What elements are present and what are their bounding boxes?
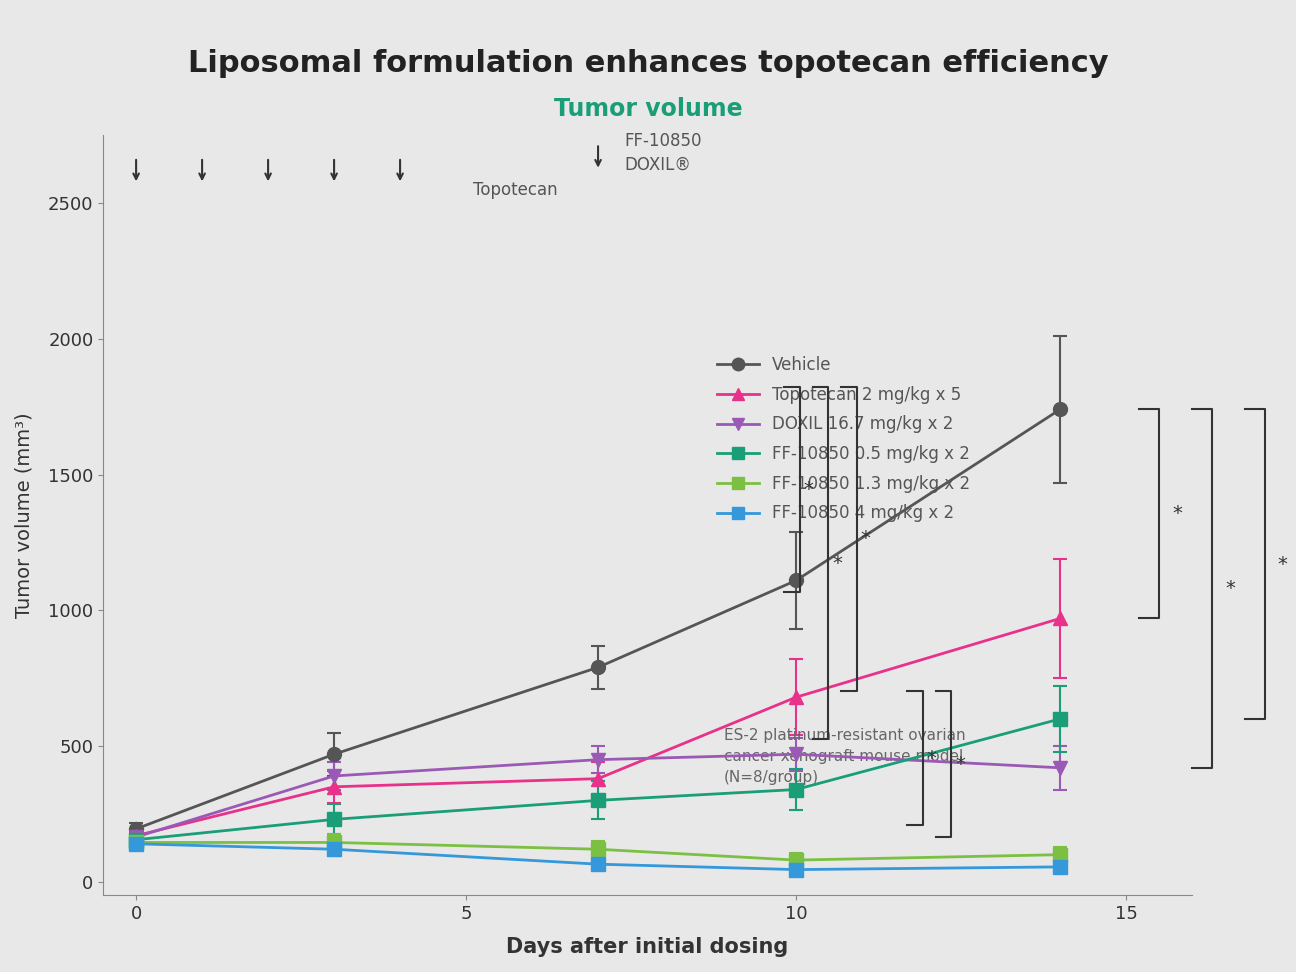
- Legend: Vehicle, Topotecan 2 mg/kg x 5, DOXIL 16.7 mg/kg x 2, FF-10850 0.5 mg/kg x 2, FF: Vehicle, Topotecan 2 mg/kg x 5, DOXIL 16…: [710, 350, 977, 529]
- Text: Topotecan: Topotecan: [473, 181, 557, 198]
- Text: ES-2 platinum-resistant ovarian
cancer xenograft mouse model
(N=8/group): ES-2 platinum-resistant ovarian cancer x…: [723, 728, 966, 785]
- X-axis label: Days after initial dosing: Days after initial dosing: [507, 937, 789, 957]
- Y-axis label: Tumor volume (mm³): Tumor volume (mm³): [16, 412, 34, 618]
- Text: Liposomal formulation enhances topotecan efficiency: Liposomal formulation enhances topotecan…: [188, 49, 1108, 78]
- Text: Tumor volume: Tumor volume: [553, 97, 743, 122]
- Text: DOXIL®: DOXIL®: [625, 156, 691, 174]
- Text: *: *: [1278, 555, 1288, 573]
- Text: *: *: [804, 480, 814, 499]
- Text: *: *: [927, 748, 937, 768]
- Text: *: *: [1225, 579, 1235, 598]
- Text: *: *: [955, 754, 966, 774]
- Text: *: *: [1172, 504, 1182, 524]
- Text: *: *: [861, 530, 871, 548]
- Text: *: *: [832, 553, 842, 573]
- Text: FF-10850: FF-10850: [625, 132, 702, 150]
